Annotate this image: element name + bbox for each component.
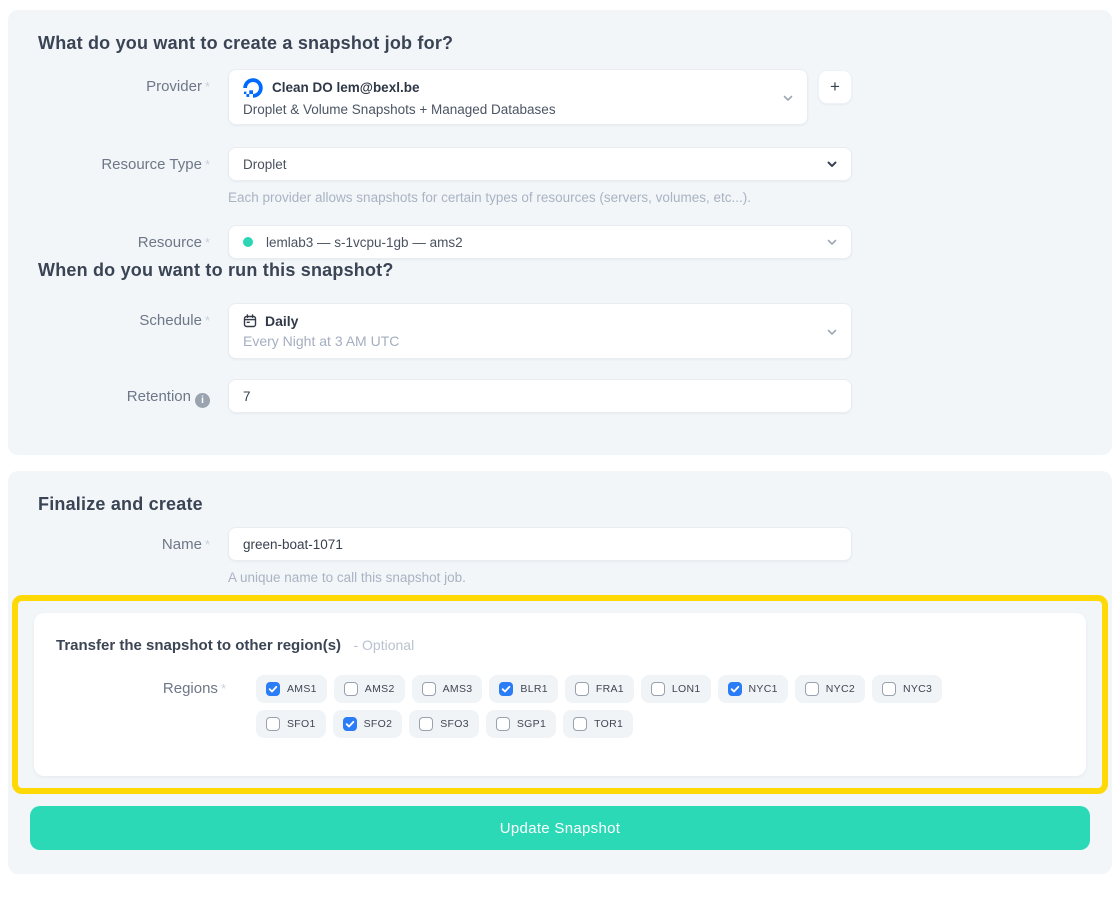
region-chip-blr1[interactable]: BLR1: [489, 675, 558, 703]
region-chip-sfo2[interactable]: SFO2: [332, 710, 403, 738]
required-mark: *: [204, 235, 210, 250]
schedule-row: Schedule * Daily Every Night a: [38, 303, 1082, 359]
region-chip-sfo3[interactable]: SFO3: [409, 710, 479, 738]
region-chip-label: LON1: [671, 682, 701, 695]
required-mark: *: [220, 681, 226, 696]
checkbox-checked-ams1[interactable]: [266, 682, 280, 696]
region-chip-label: SFO1: [287, 717, 316, 730]
region-chip-sfo1[interactable]: SFO1: [256, 710, 326, 738]
schedule-label: Schedule *: [139, 312, 210, 329]
region-chip-label: SFO3: [440, 717, 469, 730]
checkbox-checked-nyc1[interactable]: [727, 682, 742, 696]
region-chip-row: AMS1 AMS2 AMS3 BLR1 FRA1 LON1 NYC1 NYC2 NYC3: [256, 675, 943, 703]
resource-type-row: Resource Type * Droplet Each provider all…: [38, 147, 1082, 207]
region-chip-label: SFO2: [363, 717, 393, 730]
checkbox-nyc3[interactable]: [881, 682, 896, 696]
retention-row: Retention i: [38, 379, 1082, 413]
required-mark: *: [204, 313, 210, 328]
update-snapshot-button[interactable]: Update Snapshot: [30, 806, 1090, 850]
required-mark: *: [204, 537, 210, 552]
region-chip-label: TOR1: [594, 717, 624, 730]
region-chip-label: NYC2: [825, 682, 855, 695]
snapshot-name-input[interactable]: [228, 527, 852, 561]
provider-label: Provider *: [146, 78, 210, 95]
region-chip-ams3[interactable]: AMS3: [411, 675, 483, 703]
resource-status-dot: [243, 237, 253, 247]
schedule-select[interactable]: Daily Every Night at 3 AM UTC: [228, 303, 852, 359]
resource-type-select[interactable]: Droplet: [228, 147, 852, 181]
checkbox-sfo1[interactable]: [266, 717, 280, 731]
resource-select[interactable]: lemlab3 — s-1vcpu-1gb — ams2: [228, 225, 852, 259]
name-row: Name* A unique name to call this snapsho…: [38, 527, 1082, 587]
region-chip-label: AMS2: [364, 682, 395, 695]
provider-select[interactable]: Clean DO lem@bexl.be Droplet & Volume Sn…: [228, 69, 808, 125]
provider-selected-name: Clean DO lem@bexl.be: [272, 80, 420, 95]
chevron-down-icon: [826, 325, 838, 337]
schedule-section-title: When do you want to run this snapshot?: [38, 260, 394, 280]
name-helper: A unique name to call this snapshot job.: [228, 570, 466, 585]
resource-type-value: Droplet: [243, 156, 287, 172]
required-mark: *: [204, 157, 210, 172]
digitalocean-icon: [243, 78, 263, 98]
region-chip-nyc2[interactable]: NYC2: [794, 675, 865, 703]
region-chip-ams2[interactable]: AMS2: [333, 675, 405, 703]
transfer-title: Transfer the snapshot to other region(s): [56, 637, 342, 654]
region-chip-label: FRA1: [595, 682, 624, 695]
retention-label: Retention i: [38, 379, 210, 408]
name-label: Name *: [161, 536, 210, 553]
highlight-outline: Transfer the snapshot to other region(s)…: [12, 595, 1108, 794]
transfer-card: Transfer the snapshot to other region(s)…: [34, 613, 1086, 776]
checkbox-checked-sfo2[interactable]: [342, 717, 357, 731]
checkbox-nyc2[interactable]: [804, 682, 819, 696]
chevron-down-icon: [826, 236, 838, 248]
resource-type-label: Resource Type *: [101, 156, 210, 173]
info-icon[interactable]: i: [195, 393, 210, 408]
checkbox-ams2[interactable]: [343, 682, 358, 696]
region-chip-lon1[interactable]: LON1: [640, 675, 711, 703]
required-mark: *: [204, 79, 210, 94]
checkbox-fra1[interactable]: [574, 682, 589, 696]
calendar-icon: [243, 314, 257, 328]
region-chip-label: BLR1: [520, 682, 548, 695]
region-chip-ams1[interactable]: AMS1: [256, 675, 327, 703]
region-chip-sgp1[interactable]: SGP1: [485, 710, 557, 738]
provider-row: Provider * Clean DO lem@bexl.be: [38, 69, 1082, 125]
region-chip-label: SGP1: [516, 717, 547, 730]
checkbox-ams3[interactable]: [421, 682, 436, 696]
schedule-description: Every Night at 3 AM UTC: [243, 333, 400, 349]
create-job-title: What do you want to create a snapshot jo…: [38, 33, 454, 53]
region-chip-nyc3[interactable]: NYC3: [871, 675, 943, 703]
retention-input[interactable]: [228, 379, 852, 413]
region-chip-label: AMS3: [442, 682, 473, 695]
regions-label: Regions *: [162, 680, 226, 697]
add-provider-button[interactable]: +: [818, 70, 852, 104]
checkbox-sfo3[interactable]: [419, 717, 434, 731]
finalize-panel: Finalize and create Name* A unique name …: [8, 471, 1112, 874]
chevron-down-icon: [782, 91, 794, 103]
checkbox-sgp1[interactable]: [495, 717, 510, 731]
chevron-down-icon: [826, 158, 838, 170]
create-job-panel: What do you want to create a snapshot jo…: [8, 10, 1112, 455]
checkbox-tor1[interactable]: [573, 717, 588, 731]
resource-label: Resource *: [137, 234, 210, 251]
checkbox-checked-blr1[interactable]: [499, 682, 514, 696]
regions-row: Regions * AMS1 AMS2 AMS3 BLR1 FRA1 LON1 NYC1 NYC…: [56, 675, 1064, 738]
resource-type-helper: Each provider allows snapshots for certa…: [228, 190, 751, 205]
region-rows: AMS1 AMS2 AMS3 BLR1 FRA1 LON1 NYC1 NYC2 NYC3 SFO1…: [256, 675, 943, 738]
transfer-optional-label: - Optional: [353, 637, 415, 653]
region-chip-tor1[interactable]: TOR1: [563, 710, 634, 738]
finalize-title: Finalize and create: [38, 494, 203, 514]
region-chip-nyc1[interactable]: NYC1: [717, 675, 788, 703]
region-chip-fra1[interactable]: FRA1: [564, 675, 634, 703]
provider-selected-description: Droplet & Volume Snapshots + Managed Dat…: [243, 102, 556, 117]
checkbox-lon1[interactable]: [650, 682, 665, 696]
resource-value: lemlab3 — s-1vcpu-1gb — ams2: [266, 234, 463, 250]
region-chip-label: NYC3: [902, 682, 933, 695]
region-chip-label: NYC1: [748, 682, 778, 695]
region-chip-row: SFO1 SFO2 SFO3 SGP1 TOR1: [256, 710, 942, 738]
resource-row: Resource * lemlab3 — s-1vcpu-1gb — ams2: [38, 225, 1082, 259]
schedule-value: Daily: [265, 313, 299, 329]
region-chip-label: AMS1: [287, 682, 317, 695]
